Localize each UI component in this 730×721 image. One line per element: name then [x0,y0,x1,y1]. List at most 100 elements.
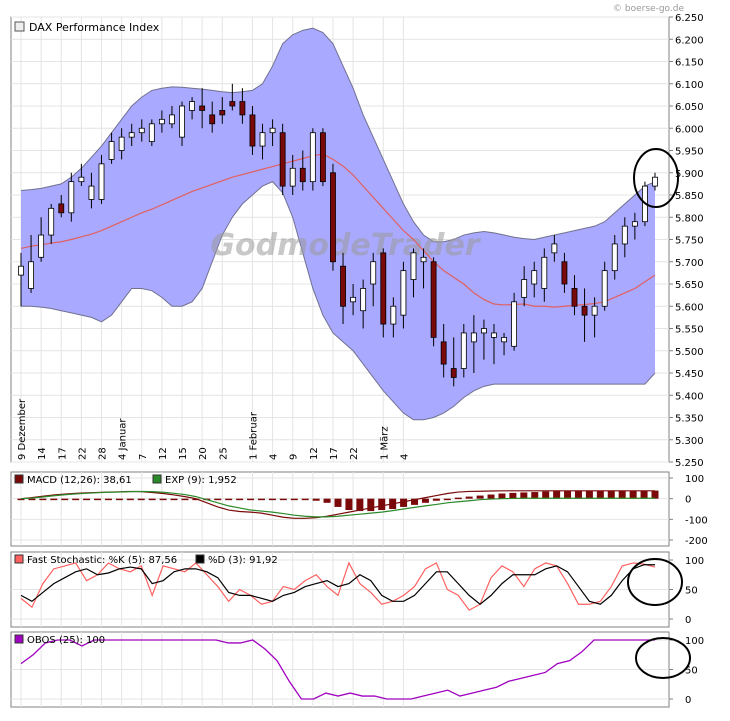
candle-body [450,368,457,378]
macd-bar [257,498,265,501]
macd-bar [94,498,102,501]
price-tick-label: 6.100 [675,80,704,91]
macd-bar [520,492,528,499]
macd-bar [454,497,462,500]
candle-body [98,163,105,200]
obos-panel: 100 50 0 OBOS (25): 100 [10,631,704,708]
price-tick-label: 5.650 [675,280,704,291]
macd-bar [28,498,36,501]
price-x-label: 7 [138,454,149,460]
candle-body [199,105,206,111]
candle-body [541,256,548,289]
candle-body [330,172,336,263]
logo-watermark: GodmodeTrader [210,228,481,263]
price-tick-label: 6.200 [675,35,704,46]
macd-bar [301,498,309,501]
candle-body [179,105,185,138]
sub-tick-label: 50 [685,666,698,677]
price-tick-label: 5.500 [675,347,704,358]
macd-bar [39,498,47,501]
macd-bar [214,498,222,501]
price-tick-label: 6.000 [675,124,704,135]
stochastic-lines [20,561,656,611]
price-x-label: 14 [37,447,48,460]
sub-tick-label: 50 [685,586,698,597]
legend-box-icon [14,21,25,32]
candle-body [400,270,407,316]
macd-plot-area [10,471,670,547]
price-tick-label: 5.400 [675,391,704,402]
macd-bar [421,498,429,503]
candle-body [460,332,467,369]
macd-bar [487,494,495,499]
candle-body [38,234,45,258]
price-tick-label: 5.900 [675,169,704,180]
stoch-d-line [20,564,655,606]
macd-bar [411,498,419,505]
macd-bar [553,491,561,499]
candle-body [430,261,437,338]
candle-body [28,261,34,289]
candle-body [481,328,487,334]
macd-bar [465,496,473,499]
macd-bar [443,498,451,501]
price-tick-label: 5.750 [675,236,704,247]
macd-bar [312,498,320,501]
candle-body [289,167,296,187]
macd-bar [290,498,298,501]
macd-bar [279,498,287,501]
ma-line [20,153,656,308]
candle-body [531,270,538,285]
candle-body [169,114,175,125]
candle-body [88,185,95,200]
price-x-label: 9 [289,454,300,460]
candle-body [309,132,316,183]
price-x-label: 4 Januar [118,418,129,460]
candle-body [571,288,578,307]
price-x-label: 1 Februar [248,411,259,460]
obos-line [20,639,655,700]
price-tick-label: 6.250 [675,13,704,24]
macd-panel: 100 0 -100 -200 MACD (12,26): 38,61 EXP (9)… [10,471,708,547]
macd-bar [236,498,244,501]
price-x-label: 17 [57,447,68,460]
band-lower-line [21,181,656,421]
price-x-labels: 9 Dezember 14 17 22 28 4 Januar 7 12 15 20 25 1 Feb… [17,398,410,460]
price-x-label: 12 [309,447,320,460]
price-tick-label: 5.600 [675,302,704,313]
candle-body [621,225,628,245]
candle-body [229,101,236,107]
price-x-label: 1 März [379,426,390,460]
macd-bar [498,493,506,499]
macd-bar [345,498,353,511]
macd-bar [247,498,255,501]
macd-bar [126,498,134,501]
macd-bar [367,498,375,512]
obos-legend-swatch [14,634,24,644]
price-x-label: 17 [329,447,340,460]
candle-body [611,243,618,272]
price-tick-label: 5.450 [675,369,704,380]
stoch-k-legend-swatch [14,554,24,564]
candle-body [551,243,558,254]
watermark: © boerse-go.de [613,4,684,14]
candle-body [219,110,226,116]
macd-bar [104,498,112,501]
stoch-d-legend: %D (3): 91,92 [208,555,278,566]
obos-legend: OBOS (25): 100 [27,635,105,646]
candle-body [601,270,608,307]
macd-bar [356,498,364,512]
exp-line [20,490,655,518]
price-tick-label: 5.300 [675,436,704,447]
stochastic-panel: 100 50 0 Fast Stochastic: %K (5): 87,56 %D… [10,551,704,628]
stoch-d-legend-swatch [195,554,205,564]
sub-tick-label: 100 [685,636,704,647]
candle-body [360,288,367,312]
macd-bar [607,490,615,499]
stoch-k-legend: Fast Stochastic: %K (5): 87,56 [27,555,177,566]
exp-legend-swatch [152,474,162,484]
stochastic-grid [11,552,669,627]
exp-legend: EXP (9): 1,952 [165,475,237,486]
candle-body [410,252,417,280]
macd-bar [531,492,539,499]
